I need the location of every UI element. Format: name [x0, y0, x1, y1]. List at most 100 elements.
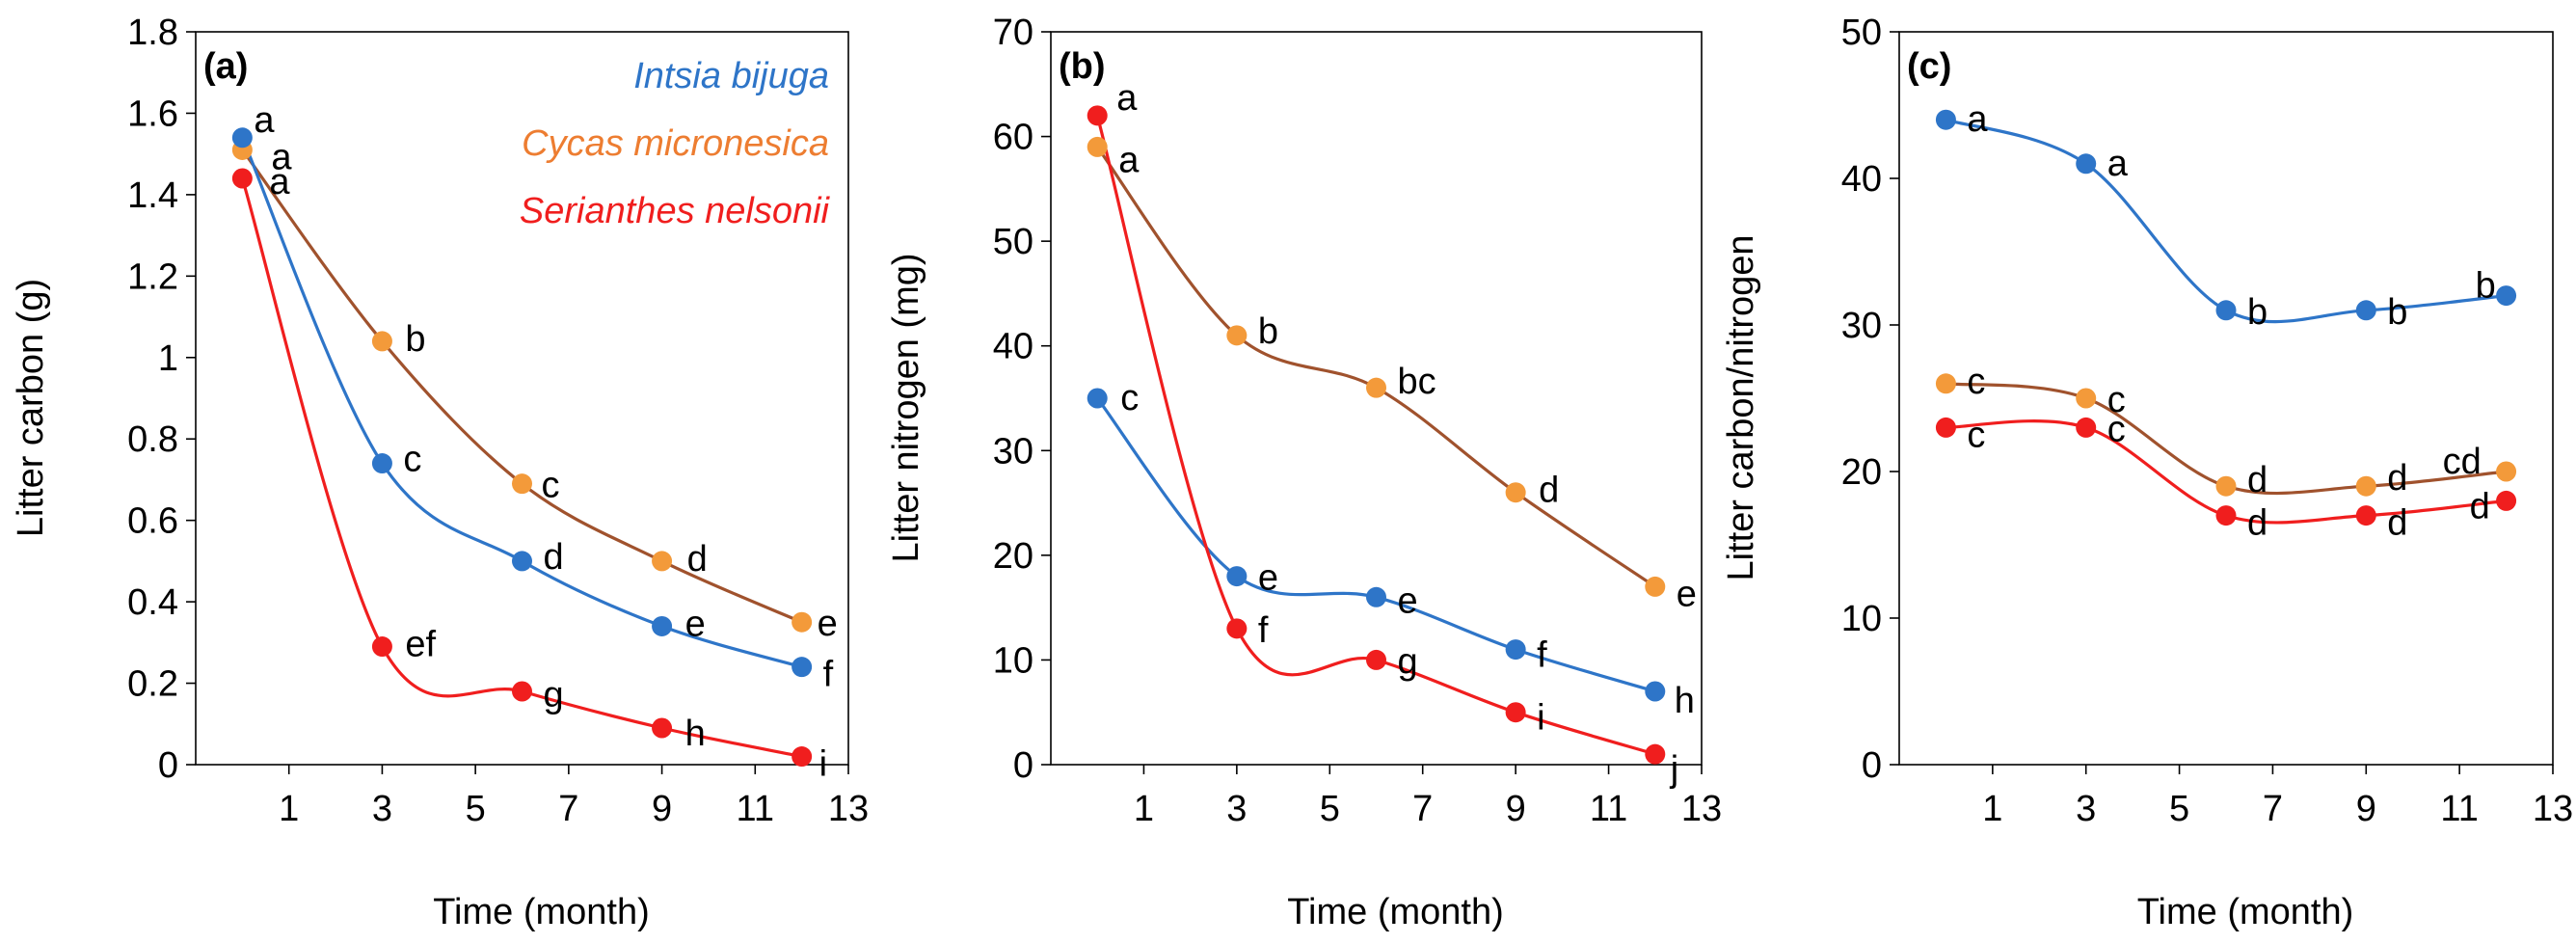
x-tick-label: 13 [828, 789, 869, 829]
y-axis-label: Litter carbon/nitrogen [1721, 234, 1761, 580]
x-axis-label: Time (month) [1287, 892, 1504, 932]
significance-letter: c [1120, 378, 1139, 418]
y-tick-label: 60 [993, 118, 1033, 158]
data-point-serianthes [1226, 618, 1248, 639]
data-point-cycas [371, 331, 392, 352]
data-point-intsia [512, 551, 532, 572]
plot-frame [1050, 31, 1703, 766]
significance-letter: d [2470, 486, 2490, 526]
data-point-intsia [1226, 566, 1248, 587]
significance-letter: c [1967, 362, 1985, 402]
y-tick-label: 0.2 [127, 664, 178, 705]
data-point-serianthes [1505, 702, 1526, 723]
significance-letter: b [1258, 311, 1278, 352]
significance-letter: a [269, 162, 290, 202]
y-tick-label: 1.6 [127, 94, 178, 134]
significance-letter: a [254, 100, 275, 141]
data-point-intsia [371, 453, 392, 474]
data-point-intsia [792, 657, 813, 678]
data-point-intsia [2355, 300, 2376, 321]
significance-letter: a [1118, 140, 1140, 180]
y-tick-label: 0 [1862, 745, 1882, 786]
x-tick-label: 3 [372, 789, 392, 829]
significance-letter: a [1967, 99, 1988, 140]
data-point-serianthes [1645, 743, 1666, 765]
y-tick-label: 30 [1841, 306, 1882, 346]
series-line-cycas [241, 148, 803, 624]
data-point-cycas [2496, 461, 2517, 482]
series-line-serianthes [240, 177, 802, 759]
series-line-serianthes [1095, 115, 1656, 756]
y-tick-label: 10 [993, 640, 1033, 681]
data-point-serianthes [2215, 505, 2237, 526]
y-axis-label: Litter carbon (g) [11, 279, 51, 537]
data-point-intsia [1505, 639, 1526, 661]
y-tick-label: 0 [1013, 745, 1033, 786]
significance-letter: d [2247, 503, 2267, 544]
y-tick-label: 10 [1841, 599, 1882, 639]
legend-entry: Intsia bijuga [633, 56, 829, 96]
significance-letter: b [2247, 292, 2267, 333]
x-tick-label: 3 [2076, 789, 2096, 829]
y-tick-label: 1.8 [127, 13, 178, 53]
x-tick-label: 9 [652, 789, 672, 829]
significance-letter: b [405, 319, 425, 360]
x-tick-label: 9 [1506, 789, 1526, 829]
significance-letter: e [1398, 580, 1418, 621]
data-point-cycas [1087, 136, 1108, 157]
x-tick-label: 3 [1226, 789, 1247, 829]
significance-letter: a [1116, 78, 1138, 119]
significance-letter: a [271, 137, 292, 177]
x-tick-label: 5 [466, 789, 486, 829]
significance-letter: a [2107, 144, 2129, 184]
y-tick-label: 20 [993, 536, 1033, 577]
significance-letter: e [1677, 574, 1697, 614]
y-tick-label: 30 [993, 431, 1033, 472]
data-point-intsia [2496, 285, 2517, 307]
significance-letter: c [403, 440, 421, 480]
data-point-intsia [2076, 153, 2097, 175]
x-tick-label: 1 [1134, 789, 1154, 829]
data-point-cycas [512, 473, 532, 495]
data-point-cycas [1935, 373, 1956, 394]
x-tick-label: 5 [2169, 789, 2189, 829]
x-tick-label: 5 [1320, 789, 1340, 829]
y-axis-label: Litter nitrogen (mg) [886, 253, 926, 562]
significance-letter: g [1398, 641, 1418, 682]
x-tick-label: 7 [1412, 789, 1433, 829]
significance-letter: h [1675, 681, 1695, 721]
significance-letter: i [1537, 698, 1544, 739]
y-tick-label: 0.4 [127, 582, 178, 623]
significance-letter: d [1539, 471, 1559, 511]
y-tick-label: 40 [993, 327, 1033, 367]
data-point-cycas [2215, 475, 2237, 497]
data-point-cycas [1505, 482, 1526, 503]
data-point-serianthes [1935, 417, 1956, 438]
significance-letter: i [819, 744, 827, 785]
y-tick-label: 50 [1841, 13, 1882, 53]
data-point-intsia [1087, 388, 1108, 409]
y-tick-label: 40 [1841, 159, 1882, 200]
series-line-intsia [1095, 397, 1656, 693]
panel-a: 00.20.40.60.811.21.41.61.81 3 5 7 9 11 13Time … [11, 13, 869, 932]
x-tick-label: 11 [737, 789, 774, 829]
significance-letter: e [685, 604, 706, 644]
significance-letter: ef [405, 625, 436, 665]
significance-letter: b [2387, 292, 2407, 333]
x-tick-label: 9 [2356, 789, 2376, 829]
data-point-serianthes [1366, 649, 1386, 670]
y-tick-label: 1 [158, 338, 178, 379]
data-point-serianthes [2355, 505, 2376, 526]
x-tick-label: 13 [1681, 789, 1722, 829]
significance-letter: h [685, 714, 706, 754]
data-point-intsia [1935, 109, 1956, 130]
significance-letter: bc [1398, 362, 1436, 402]
x-tick-label: 7 [558, 789, 578, 829]
significance-letter: d [2387, 503, 2407, 544]
significance-letter: f [1258, 610, 1269, 651]
x-tick-label: 11 [1590, 789, 1627, 829]
panel-label: (b) [1059, 46, 1106, 87]
data-point-intsia [1366, 586, 1386, 607]
data-point-cycas [1645, 576, 1666, 597]
